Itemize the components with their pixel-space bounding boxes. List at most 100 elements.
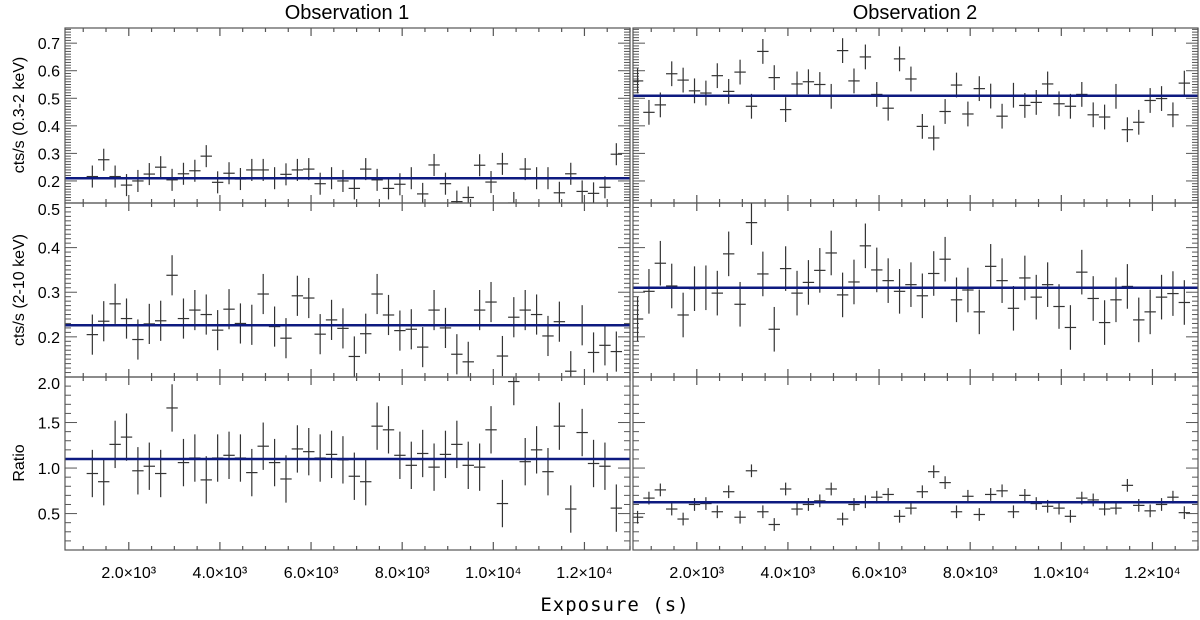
data-point	[109, 420, 121, 469]
data-point	[905, 262, 917, 307]
data-point	[882, 258, 894, 303]
data-point	[98, 148, 110, 171]
data-point	[462, 186, 474, 203]
data-point	[416, 429, 429, 478]
panel-frame	[632, 27, 1199, 204]
data-point	[734, 510, 746, 524]
data-point	[371, 402, 383, 450]
data-point	[234, 303, 247, 344]
data-point	[633, 68, 644, 94]
data-point	[973, 76, 985, 102]
data-point	[337, 169, 349, 192]
data-point	[734, 281, 746, 327]
ylabel-soft-band: cts/s (0.3-2 keV)	[11, 57, 28, 173]
data-point	[1007, 285, 1020, 331]
data-point	[893, 269, 906, 314]
data-point	[394, 173, 406, 196]
x-tick-label: 6.0×10³	[284, 565, 339, 582]
data-point	[1053, 501, 1065, 515]
data-point	[905, 66, 917, 92]
data-point	[519, 438, 531, 486]
data-point	[120, 298, 133, 339]
data-point	[565, 485, 577, 533]
data-point	[223, 431, 235, 479]
data-point	[973, 508, 985, 521]
data-point	[382, 177, 395, 200]
data-point	[177, 162, 190, 185]
data-point	[428, 153, 440, 176]
data-point	[939, 99, 951, 124]
data-point	[916, 485, 929, 499]
data-point	[360, 158, 372, 181]
data-point	[905, 501, 917, 515]
data-point	[1076, 82, 1088, 107]
data-point	[677, 512, 689, 526]
data-point	[848, 259, 860, 305]
data-point	[893, 509, 906, 523]
data-point	[1178, 506, 1191, 520]
data-point	[200, 145, 212, 168]
data-point	[86, 165, 99, 188]
data-point	[485, 406, 497, 454]
data-point	[848, 68, 860, 94]
data-point	[177, 438, 190, 487]
data-point	[610, 484, 623, 532]
data-points	[86, 377, 623, 533]
data-point	[1030, 497, 1042, 510]
data-point	[223, 289, 235, 330]
x-tick-label: 4.0×10³	[761, 565, 816, 582]
data-point	[928, 251, 940, 296]
y-tick-label: 0.5	[38, 507, 60, 524]
data-point	[1087, 493, 1099, 507]
data-point	[154, 156, 167, 179]
data-point	[599, 325, 611, 366]
x-tick-label: 2.0×10³	[669, 565, 724, 582]
data-point	[1144, 289, 1156, 335]
data-point	[98, 458, 110, 506]
data-point	[325, 430, 338, 479]
data-point	[1019, 255, 1031, 301]
data-point	[143, 442, 155, 490]
y-tick-label: 0.4	[38, 119, 60, 136]
data-point	[893, 46, 906, 72]
data-points	[633, 203, 1191, 352]
data-point	[154, 300, 167, 341]
data-point	[508, 191, 520, 203]
data-point	[109, 283, 121, 324]
data-point	[200, 456, 212, 504]
y-tick-label: 1.0	[38, 461, 60, 478]
data-point	[700, 80, 712, 106]
data-point	[939, 236, 951, 282]
data-point	[348, 177, 361, 200]
data-point	[1007, 505, 1020, 519]
data-point	[882, 95, 894, 121]
data-point	[1133, 297, 1145, 343]
data-point	[405, 309, 417, 350]
panel-0-2: 0.5 1.0 1.5 2.0 2.0×10³ 4.0×10³ 6.0×10³ 8.0×10³…	[38, 376, 631, 582]
x-tick-label: 1.2×10⁴	[556, 565, 612, 582]
data-point	[802, 260, 815, 305]
data-point	[132, 447, 144, 495]
data-point	[485, 171, 497, 194]
data-point	[791, 270, 803, 316]
data-point	[848, 498, 860, 511]
data-point	[757, 251, 769, 297]
data-point	[565, 351, 577, 377]
data-point	[268, 306, 281, 347]
data-point	[1167, 271, 1179, 316]
data-point	[1064, 305, 1077, 350]
data-point	[633, 510, 644, 524]
data-point	[530, 294, 543, 335]
data-point	[859, 44, 872, 70]
data-point	[928, 465, 940, 479]
data-point	[223, 162, 235, 185]
data-point	[143, 163, 155, 186]
data-point	[1155, 274, 1168, 320]
data-point	[325, 299, 338, 340]
data-point	[610, 143, 623, 166]
data-point	[779, 97, 792, 122]
data-point	[473, 154, 486, 177]
data-point	[814, 494, 826, 508]
data-point	[132, 169, 144, 192]
data-point	[519, 290, 531, 331]
